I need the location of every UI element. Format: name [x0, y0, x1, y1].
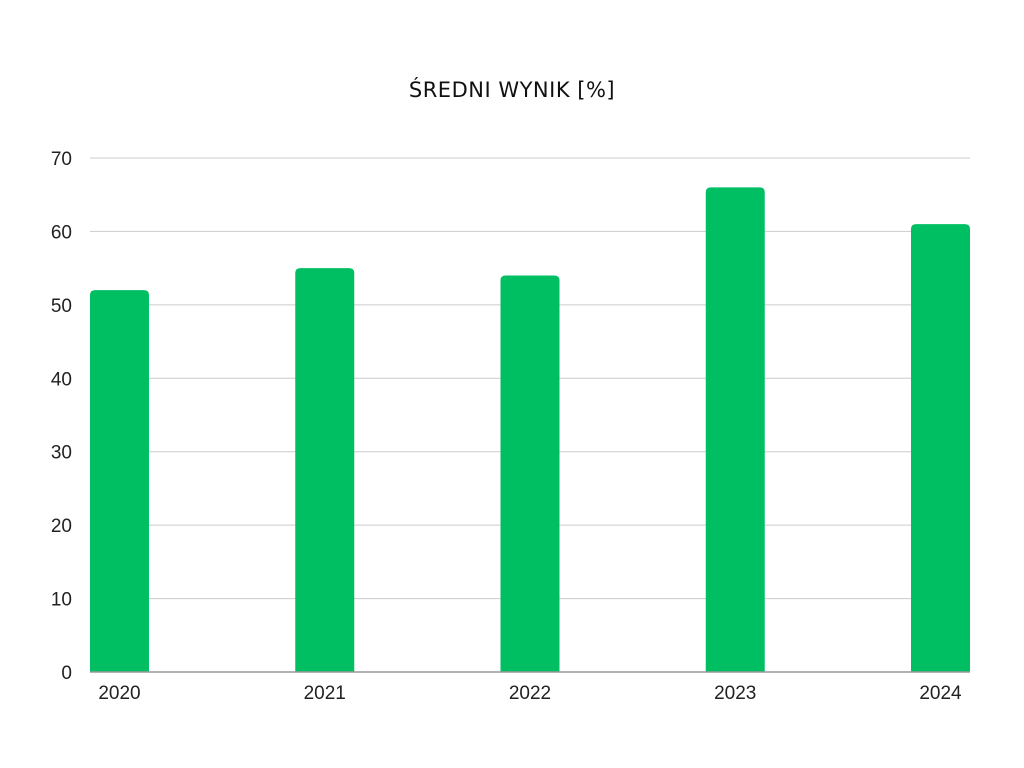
bar-2024: [911, 224, 970, 673]
x-axis-ticks: 2020 2021 2022 2023 2024: [98, 683, 962, 704]
x-tick-label: 2020: [98, 683, 140, 704]
y-tick-label: 0: [61, 663, 72, 684]
chart-title: ŚREDNI WYNIK [%]: [408, 78, 616, 102]
y-axis-ticks: 0 10 20 30 40 50 60 70: [51, 149, 72, 684]
y-tick-label: 50: [51, 296, 72, 317]
y-tick-label: 40: [51, 369, 72, 390]
y-tick-label: 20: [51, 516, 72, 537]
y-tick-label: 60: [51, 222, 72, 243]
bar-2022: [500, 275, 560, 672]
y-tick-label: 10: [51, 590, 72, 611]
bar-2021: [295, 268, 355, 672]
y-tick-label: 30: [51, 443, 72, 464]
x-tick-label: 2022: [509, 683, 551, 704]
bar-2023: [705, 187, 765, 672]
x-tick-label: 2023: [714, 683, 756, 704]
x-tick-label: 2024: [919, 683, 962, 704]
y-tick-label: 70: [51, 149, 72, 170]
x-tick-label: 2021: [304, 683, 346, 704]
bar-2020: [90, 290, 149, 672]
bars: [90, 187, 970, 673]
